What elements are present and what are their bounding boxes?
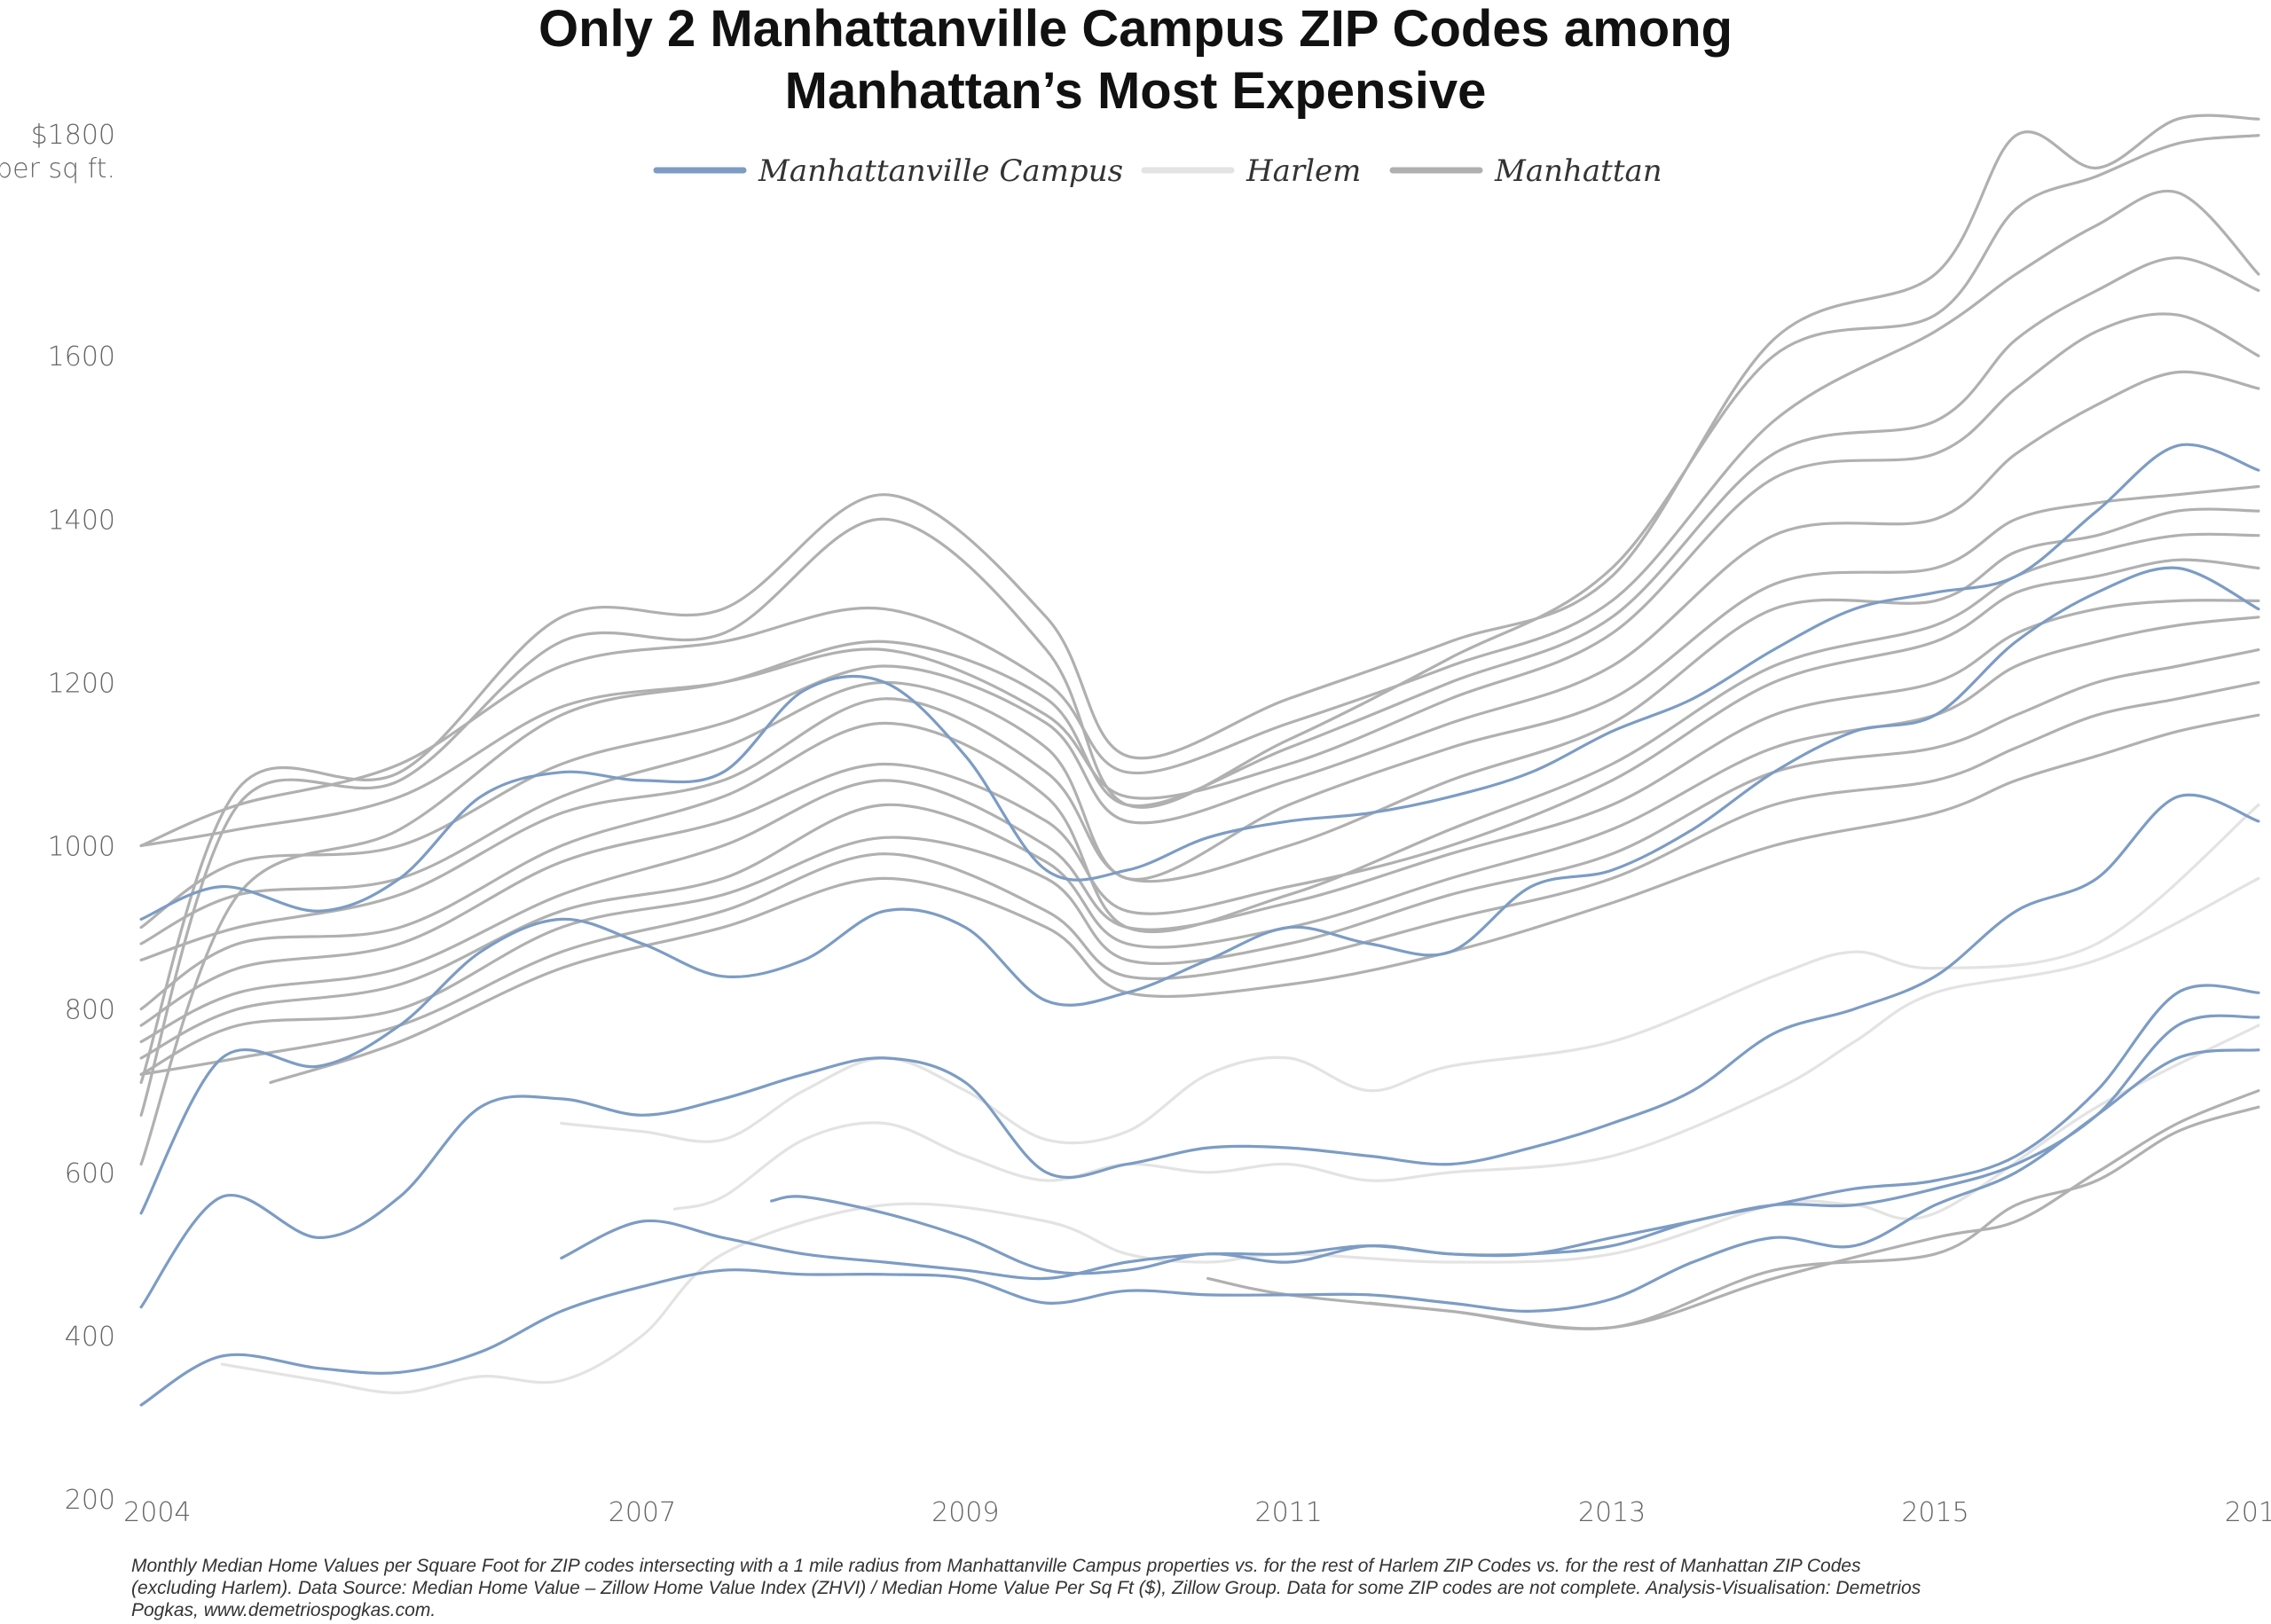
series-line-manhattanville-campus [770,984,2260,1275]
series-line-manhattan [139,648,2260,1076]
series-line-manhattan [139,134,2260,1117]
y-axis-unit-label: per sq ft. [0,153,115,184]
series-line-manhattan [139,114,2260,1085]
series-line-manhattan [139,312,2260,848]
series-line-manhattan [139,558,2260,1027]
legend: Manhattanville Campus Harlem Manhattan [653,153,1662,189]
x-tick-label: 2015 [1901,1497,1968,1528]
y-tick-label: 1200 [48,668,115,699]
series-line-manhattan [1368,1105,2260,1330]
legend-label: Manhattan [1494,153,1662,189]
y-axis-top-label: $1800 [31,120,115,151]
series-line-manhattan [139,507,2260,961]
x-tick-label: 2004 [123,1497,191,1528]
x-tick-label: 2011 [1255,1497,1323,1528]
series-line-harlem [220,1024,2260,1394]
series-line-manhattan [139,256,2260,1166]
chart-subtitle: Manhattan’s Most Expensive [785,62,1487,120]
series-line-manhattan [139,616,2260,1060]
series-line-harlem [672,876,2260,1211]
footnote-line-3: Pogkas, www.demetriospogkas.com. [131,1600,436,1620]
series-line-manhattan [139,599,2260,1044]
y-tick-label: 800 [65,995,115,1026]
series-line-manhattan [139,189,2260,848]
legend-label: Harlem [1246,153,1361,189]
series-line-manhattan [139,680,2260,1076]
y-tick-label: 1000 [48,832,115,863]
series-line-manhattanville-campus [560,1014,2260,1281]
series-line-manhattanville-campus [139,443,2260,921]
x-tick-label: 2017 [2225,1497,2271,1528]
chart-title: Only 2 Manhattanville Campus ZIP Codes a… [538,0,1733,58]
footnote-line-1: Monthly Median Home Values per Square Fo… [131,1556,1861,1576]
series-line-manhattanville-campus [139,1048,2260,1407]
y-tick-label: 1600 [48,341,115,373]
y-tick-label: 1400 [48,505,115,536]
y-axis-ticks: 200 400 600 800 1000 1200 1400 1600 [48,341,115,1516]
x-tick-label: 2007 [609,1497,676,1528]
series-line-manhattan [139,370,2260,930]
series-line-manhattanville-campus [139,793,2260,1309]
series-line-manhattan [1206,1089,2260,1330]
x-tick-label: 2013 [1578,1497,1646,1528]
footnote-line-2: (excluding Harlem). Data Source: Median … [131,1578,1921,1598]
series-line-manhattan [269,713,2260,1085]
series-line-manhattanville-campus [139,566,2260,1215]
series-lines [139,114,2260,1407]
series-line-manhattan [139,532,2260,1011]
series-line-harlem [560,803,2260,1145]
y-tick-label: 200 [65,1485,115,1516]
legend-label: Manhattanville Campus [758,153,1123,189]
x-tick-label: 2009 [931,1497,999,1528]
series-line-manhattan [139,484,2260,945]
y-tick-label: 400 [65,1322,115,1353]
y-tick-label: 600 [65,1158,115,1189]
x-axis-ticks: 2004 2007 2009 2011 2013 2015 2017 [123,1497,2271,1528]
